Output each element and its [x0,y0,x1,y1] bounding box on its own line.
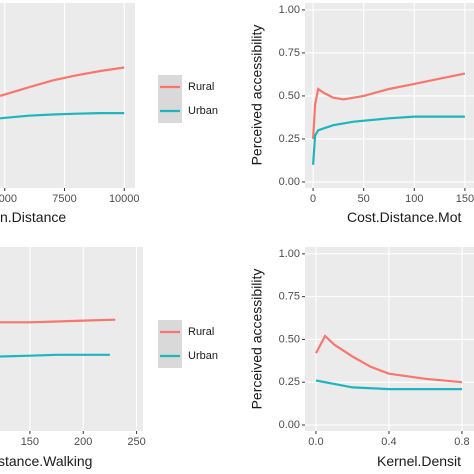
x-tick-label: 150 [456,193,474,205]
x-tick-label: 0.4 [381,436,396,448]
plot-area [0,247,138,431]
x-tick-label: 0.0 [308,436,323,448]
x-axis-label: stance.Walking [0,453,92,469]
trend-line [312,72,466,140]
y-tick-label: 0.75 [279,291,300,303]
x-tick-label: 200 [74,436,92,448]
y-axis-label: Perceived accessibility [249,25,265,166]
legend: Rural Urban [158,320,218,368]
trend-line [315,334,463,384]
panel: 0.0 0.4 0.8 0.00 0.25 0.50 0.75 1.00 Kernel.Dens… [249,247,474,469]
x-axis-label: Cost.Distance.Mot [347,209,461,225]
y-tick-label: 1.00 [279,248,300,260]
x-axis-label: Kernel.Densit [377,453,461,469]
legend-label: Rural [188,81,214,93]
panel-background [0,3,135,188]
y-tick-label: 1.00 [279,4,300,16]
y-tick-label: 0.50 [279,333,300,345]
x-axis-label: n.Distance [0,209,66,225]
plot-area [305,247,474,431]
legend: Rural Urban [158,75,218,123]
trend-line [0,112,125,120]
x-tick-label: 0.8 [454,436,469,448]
trend-line [0,318,116,324]
plot-area [305,3,474,188]
panel: 0 50 100 150 0.00 0.25 0.50 0.75 1.00 Cost.Distan… [249,3,474,225]
x-tick-label: 7500 [52,193,76,205]
x-tick-label: 150 [21,436,39,448]
y-tick-label: 0.25 [279,376,300,388]
legend-label: Urban [188,105,218,117]
trend-line [312,115,465,165]
y-tick-label: 0.00 [279,419,300,431]
trend-line [0,66,125,97]
x-tick-label: 0 [310,193,316,205]
x-tick-label: 100 [405,193,423,205]
y-axis-label: Perceived accessibility [249,269,265,410]
y-tick-label: 0.75 [279,47,300,59]
legend-label: Urban [188,350,218,362]
y-tick-label: 0.50 [279,90,300,102]
x-tick-label: 5000 [0,193,17,205]
plot-area [0,3,125,188]
x-tick-label: 10000 [109,193,140,205]
y-tick-label: 0.00 [279,176,300,188]
x-tick-label: 250 [127,436,145,448]
x-tick-label: 50 [358,193,370,205]
legend-label: Rural [188,326,214,338]
y-tick-label: 0.25 [279,133,300,145]
panel: 150 200 250 stance.Walking [0,247,146,469]
trend-line [0,353,110,358]
panel-background [0,247,143,431]
panel: 5000 7500 10000 n.Distance [0,3,140,225]
trend-line [315,379,462,391]
